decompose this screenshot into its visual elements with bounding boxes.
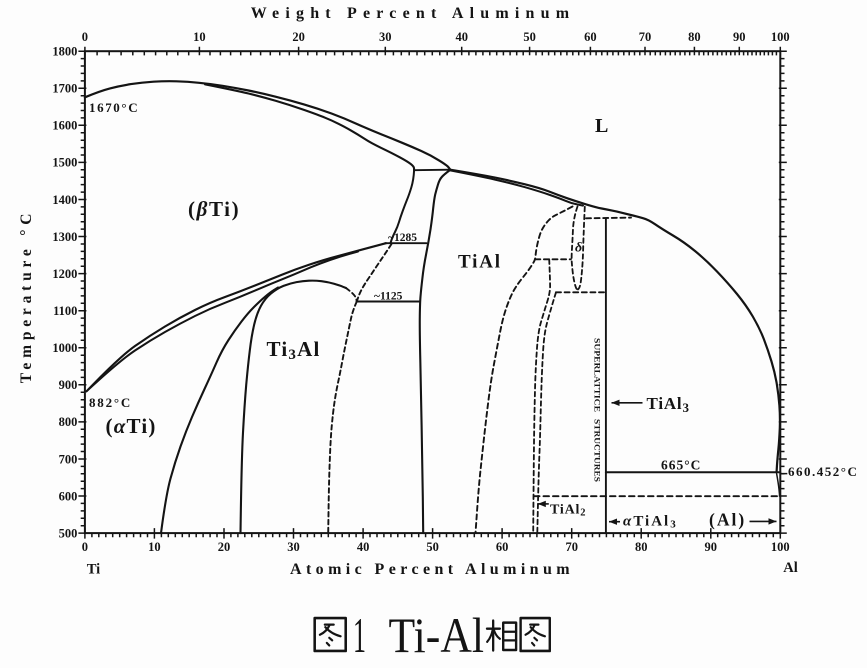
svg-text:50: 50: [426, 540, 439, 554]
svg-text:90: 90: [733, 30, 746, 44]
svg-text:αTiAl3: αTiAl3: [623, 514, 678, 531]
svg-text:40: 40: [357, 540, 370, 554]
svg-text:1000: 1000: [52, 341, 77, 355]
svg-text:(Al): (Al): [709, 510, 746, 530]
svg-text:1670°C: 1670°C: [89, 100, 139, 115]
svg-text:0: 0: [82, 30, 88, 44]
svg-text:Atomic Percent Aluminum: Atomic Percent Aluminum: [290, 561, 574, 578]
svg-text:100: 100: [771, 540, 790, 554]
svg-text:1200: 1200: [52, 267, 77, 281]
svg-text:60: 60: [496, 540, 509, 554]
svg-text:TiAl2: TiAl2: [550, 503, 586, 519]
svg-text:1100: 1100: [53, 304, 77, 318]
svg-text:40: 40: [455, 30, 468, 44]
svg-text:20: 20: [292, 30, 305, 44]
svg-text:1300: 1300: [52, 230, 77, 244]
svg-text:Al: Al: [783, 560, 798, 576]
svg-text:~1125: ~1125: [374, 291, 403, 303]
svg-text:TiAl: TiAl: [458, 252, 502, 273]
svg-text:70: 70: [565, 540, 578, 554]
svg-text:SUPERLATTICE: SUPERLATTICE: [593, 338, 603, 412]
svg-text:Ti: Ti: [87, 562, 100, 578]
svg-text:660.452°C: 660.452°C: [788, 464, 858, 479]
svg-text:665°C: 665°C: [661, 458, 701, 473]
svg-text:1: 1: [353, 607, 366, 663]
svg-text:30: 30: [287, 540, 300, 554]
svg-text:80: 80: [635, 540, 648, 554]
svg-text:TiAl3: TiAl3: [647, 394, 690, 415]
svg-text:STRUCTURES: STRUCTURES: [593, 419, 603, 482]
svg-text:70: 70: [639, 30, 652, 44]
svg-text:30: 30: [379, 30, 392, 44]
svg-text:900: 900: [59, 378, 78, 392]
svg-text:600: 600: [59, 489, 78, 503]
svg-text:1500: 1500: [52, 156, 77, 170]
svg-text:1400: 1400: [52, 193, 77, 207]
svg-text:20: 20: [218, 540, 231, 554]
svg-text:~1285: ~1285: [388, 232, 417, 244]
svg-text:1700: 1700: [52, 82, 77, 96]
svg-text:(αTi): (αTi): [106, 414, 157, 438]
svg-text:(βTi): (βTi): [188, 197, 240, 221]
svg-text:Temperature °C: Temperature °C: [18, 209, 35, 384]
svg-text:L: L: [595, 115, 608, 137]
svg-text:δ: δ: [575, 241, 582, 256]
svg-text:10: 10: [148, 540, 161, 554]
svg-text:90: 90: [705, 540, 718, 554]
svg-text:1600: 1600: [52, 119, 77, 133]
svg-text:80: 80: [688, 30, 701, 44]
svg-text:0: 0: [82, 540, 88, 554]
svg-text:Weight Percent Aluminum: Weight Percent Aluminum: [251, 5, 576, 22]
svg-text:10: 10: [193, 30, 206, 44]
svg-text:50: 50: [523, 30, 536, 44]
svg-text:1800: 1800: [52, 45, 77, 59]
svg-text:Ti-Al: Ti-Al: [389, 607, 485, 663]
svg-text:100: 100: [771, 30, 790, 44]
svg-text:800: 800: [59, 415, 78, 429]
svg-text:882°C: 882°C: [89, 395, 132, 410]
svg-text:60: 60: [584, 30, 597, 44]
svg-text:700: 700: [59, 452, 78, 466]
svg-text:500: 500: [59, 526, 78, 540]
